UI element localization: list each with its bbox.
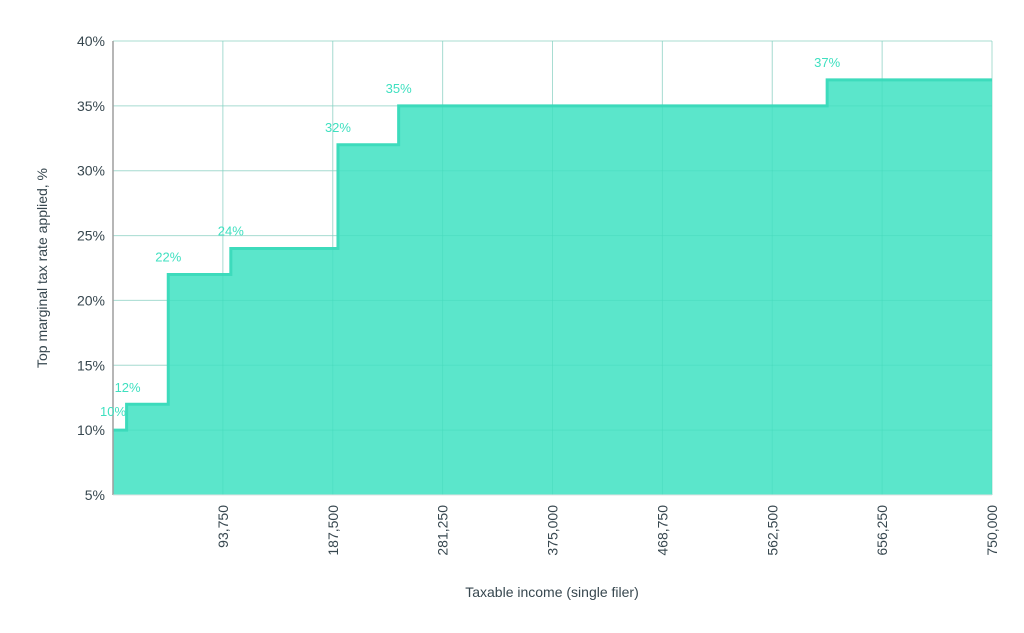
x-axis-title: Taxable income (single filer) — [465, 584, 639, 600]
y-tick-label: 30% — [77, 163, 105, 179]
x-tick-label: 562,500 — [764, 505, 780, 556]
y-axis-ticks: 5% 10% 15% 20% 25% 30% 35% 40% — [77, 33, 105, 503]
axes — [112, 41, 992, 496]
x-tick-label: 656,250 — [874, 505, 890, 556]
data-label: 12% — [115, 380, 141, 395]
x-tick-label: 750,000 — [984, 505, 1000, 556]
step-area-series — [113, 40, 993, 496]
data-label: 32% — [325, 120, 351, 135]
y-tick-label: 15% — [77, 357, 105, 373]
data-label: 24% — [218, 224, 244, 239]
data-label: 22% — [155, 249, 181, 264]
area-fill — [113, 79, 992, 496]
x-tick-label: 187,500 — [325, 505, 341, 556]
data-labels: 10% 12% 22% 24% 32% 35% 37% — [100, 55, 841, 419]
y-tick-label: 40% — [77, 33, 105, 49]
y-axis-title: Top marginal tax rate applied, % — [34, 168, 50, 368]
y-tick-label: 5% — [85, 487, 105, 503]
data-label: 10% — [100, 404, 126, 419]
x-axis-ticks: 93,750 187,500 281,250 375,000 468,750 562,50… — [215, 505, 1000, 556]
x-tick-label: 93,750 — [215, 505, 231, 548]
data-label: 37% — [814, 55, 840, 70]
data-label: 35% — [386, 81, 412, 96]
x-tick-label: 468,750 — [654, 505, 670, 556]
x-tick-label: 281,250 — [435, 505, 451, 556]
y-tick-label: 10% — [77, 422, 105, 438]
y-tick-label: 35% — [77, 98, 105, 114]
y-tick-label: 20% — [77, 292, 105, 308]
x-tick-label: 375,000 — [545, 505, 561, 556]
y-tick-label: 25% — [77, 228, 105, 244]
step-line — [113, 78, 992, 432]
